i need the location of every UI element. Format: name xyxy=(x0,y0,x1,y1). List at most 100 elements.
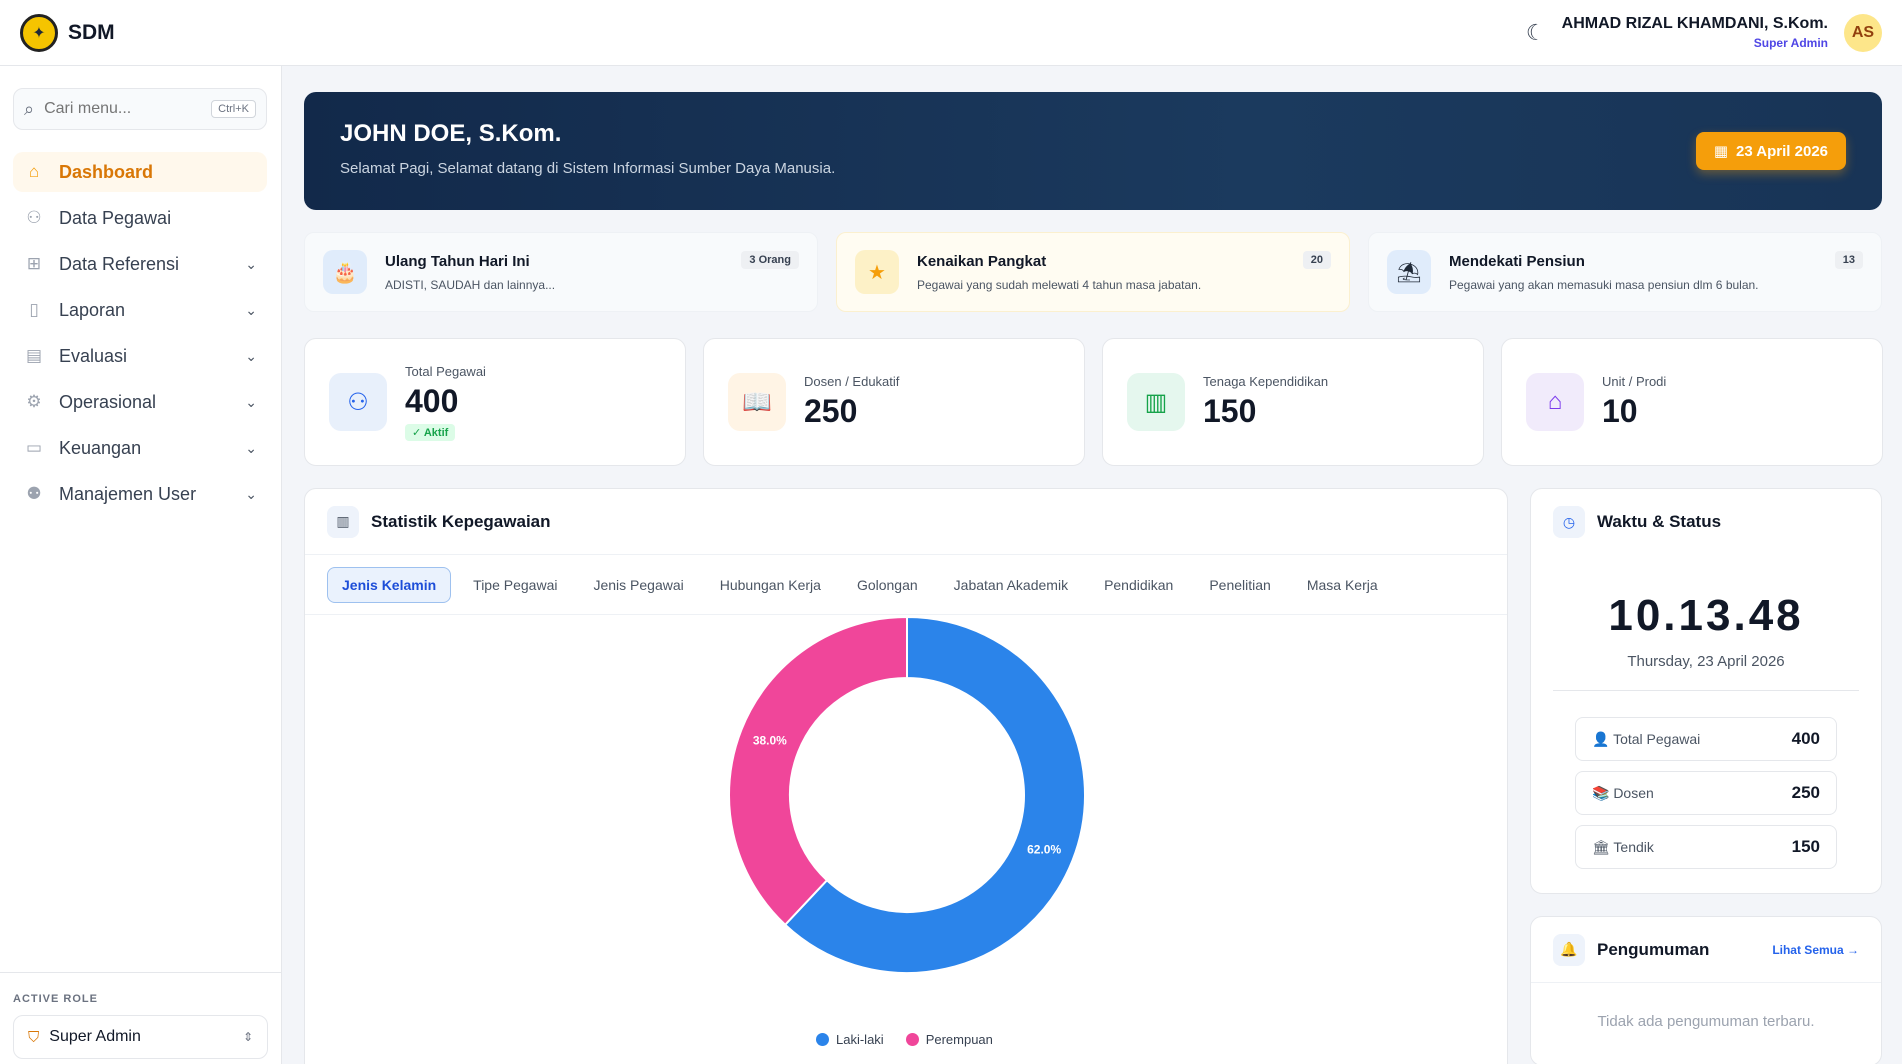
moon-icon[interactable]: ☾ xyxy=(1525,19,1546,45)
house-icon: ⌂ xyxy=(1526,373,1584,431)
legend-swatch xyxy=(816,1033,829,1046)
tab-golongan[interactable]: Golongan xyxy=(856,576,918,593)
tab-tipe-pegawai[interactable]: Tipe Pegawai xyxy=(473,576,558,593)
stat-label: Total Pegawai xyxy=(405,363,486,379)
chart-legend: Laki-laki Perempuan xyxy=(816,1032,993,1047)
shortcut-hint: Ctrl+K xyxy=(211,100,256,118)
sidebar-item-evaluasi[interactable]: ▤ Evaluasi ⌄ xyxy=(13,336,267,376)
tab-jenis-kelamin[interactable]: Jenis Kelamin xyxy=(327,566,452,603)
tab-penelitian[interactable]: Penelitian xyxy=(1209,576,1271,593)
avatar[interactable]: AS xyxy=(1844,13,1882,52)
donut-slice-laki-laki[interactable] xyxy=(783,615,1086,974)
see-all-link[interactable]: Lihat Semua → xyxy=(1772,942,1859,957)
welcome-banner: JOHN DOE, S.Kom. Selamat Pagi, Selamat d… xyxy=(304,92,1882,210)
sidebar-item-label: Data Pegawai xyxy=(59,207,172,228)
status-row-total: 👤 Total Pegawai 400 xyxy=(1575,717,1837,761)
notice-birthday[interactable]: 🎂 Ulang Tahun Hari Ini ADISTI, SAUDAH da… xyxy=(304,232,818,312)
tab-jabatan-akademik[interactable]: Jabatan Akademik xyxy=(953,576,1069,593)
star-icon: ★ xyxy=(855,250,899,294)
beach-umbrella-icon: ⛱ xyxy=(1387,250,1431,294)
slice-label: 38.0% xyxy=(753,734,787,748)
welcome-subtitle: Selamat Pagi, Selamat datang di Sistem I… xyxy=(340,160,836,177)
grid-icon: ⊞ xyxy=(26,254,42,273)
status-row-tendik: 🏛 Tendik 150 xyxy=(1575,825,1837,869)
sidebar-nav: ⌂ Dashboard ⚇ Data Pegawai ⊞ Data Refere… xyxy=(13,152,267,520)
calendar-icon: ▦ xyxy=(1713,143,1728,160)
sidebar-item-label: Data Referensi xyxy=(59,253,180,274)
panel-title: Statistik Kepegawaian xyxy=(371,511,551,531)
app-name: SDM xyxy=(68,20,115,44)
date-label: 23 April 2026 xyxy=(1736,142,1828,160)
tab-hubungan-kerja[interactable]: Hubungan Kerja xyxy=(719,576,821,593)
stat-unit-prodi[interactable]: ⌂ Unit / Prodi 10 xyxy=(1501,338,1883,466)
status-row-label: 👤 Total Pegawai xyxy=(1592,730,1701,747)
sidebar-item-operasional[interactable]: ⚙ Operasional ⌄ xyxy=(13,382,267,422)
sidebar-item-data-pegawai[interactable]: ⚇ Data Pegawai xyxy=(13,198,267,238)
stat-dosen[interactable]: 📖 Dosen / Edukatif 250 xyxy=(703,338,1085,466)
home-icon: ⌂ xyxy=(28,162,40,181)
role-select[interactable]: ⛉ Super Admin ⇕ xyxy=(13,1015,268,1059)
donut-chart: 62.0% 38.0% xyxy=(728,615,1086,974)
stat-total-pegawai[interactable]: ⚇ Total Pegawai 400 ✓ Aktif xyxy=(304,338,686,466)
chevron-down-icon: ⌄ xyxy=(245,347,257,364)
user-name: AHMAD RIZAL KHAMDANI, S.Kom. xyxy=(1561,15,1828,32)
status-row-value: 400 xyxy=(1791,729,1820,748)
stat-value: 10 xyxy=(1602,393,1638,429)
updown-icon: ⇕ xyxy=(242,1030,253,1044)
stat-value: 400 xyxy=(405,382,459,419)
cake-icon: 🎂 xyxy=(323,250,367,294)
status-row-dosen: 📚 Dosen 250 xyxy=(1575,771,1837,815)
top-bar: ✦ SDM ☾ AHMAD RIZAL KHAMDANI, S.Kom. Sup… xyxy=(0,0,1902,66)
chevron-down-icon: ⌄ xyxy=(245,255,257,272)
shield-icon: ⛉ xyxy=(28,1028,40,1046)
legend-item[interactable]: Laki-laki xyxy=(816,1032,884,1047)
stat-value: 250 xyxy=(804,393,858,429)
stat-tendik[interactable]: ▥ Tenaga Kependidikan 150 xyxy=(1102,338,1484,466)
status-row-label: 🏛 Tendik xyxy=(1592,838,1654,855)
clock-icon: ◷ xyxy=(1553,506,1585,538)
notice-retirement[interactable]: ⛱ Mendekati Pensiun Pegawai yang akan me… xyxy=(1368,232,1882,312)
notice-badge: 20 xyxy=(1302,251,1331,269)
search-box[interactable]: ⌕ Ctrl+K xyxy=(13,88,267,130)
users-icon: ⚇ xyxy=(329,373,387,431)
sidebar-item-laporan[interactable]: ▯ Laporan ⌄ xyxy=(13,290,267,330)
sidebar-item-keuangan[interactable]: ▭ Keuangan ⌄ xyxy=(13,428,267,468)
sidebar-item-dashboard[interactable]: ⌂ Dashboard xyxy=(13,152,267,192)
clock-date: Thursday, 23 April 2026 xyxy=(1553,653,1859,691)
search-icon: ⌕ xyxy=(24,98,35,119)
logo-icon: ✦ xyxy=(20,13,58,52)
search-input[interactable] xyxy=(44,100,195,118)
tab-masa-kerja[interactable]: Masa Kerja xyxy=(1306,576,1378,593)
sidebar-item-data-referensi[interactable]: ⊞ Data Referensi ⌄ xyxy=(13,244,267,284)
stat-label: Tenaga Kependidikan xyxy=(1203,374,1329,389)
chevron-down-icon: ⌄ xyxy=(245,393,257,410)
date-button[interactable]: ▦ 23 April 2026 xyxy=(1695,132,1846,170)
notice-title: Ulang Tahun Hari Ini xyxy=(385,252,530,270)
status-badge: ✓ Aktif xyxy=(405,423,456,441)
active-role-section: ACTIVE ROLE ⛉ Super Admin ⇕ xyxy=(0,972,281,1059)
empty-message: Tidak ada pengumuman terbaru. xyxy=(1597,1013,1815,1030)
sidebar-item-manajemen-user[interactable]: ⚉ Manajemen User ⌄ xyxy=(13,474,267,514)
sidebar-item-label: Laporan xyxy=(59,299,126,320)
tab-jenis-pegawai[interactable]: Jenis Pegawai xyxy=(593,576,684,593)
gear-icon: ⚙ xyxy=(26,392,42,411)
tab-pendidikan[interactable]: Pendidikan xyxy=(1104,576,1174,593)
legend-label: Perempuan xyxy=(925,1032,993,1047)
active-role-label: ACTIVE ROLE xyxy=(13,993,98,1005)
panel-title: Pengumuman xyxy=(1597,939,1710,959)
sidebar-item-label: Keuangan xyxy=(59,437,142,458)
donut-slice-perempuan[interactable] xyxy=(728,615,908,927)
chevron-down-icon: ⌄ xyxy=(245,301,257,318)
building-icon: ▥ xyxy=(1127,373,1185,431)
panel-title: Waktu & Status xyxy=(1597,512,1722,531)
notice-promotion[interactable]: ★ Kenaikan Pangkat Pegawai yang sudah me… xyxy=(836,232,1350,312)
document-icon: ▯ xyxy=(29,300,39,319)
notice-badge: 13 xyxy=(1834,251,1863,269)
sidebar-item-label: Operasional xyxy=(59,391,157,412)
clipboard-icon: ▤ xyxy=(25,346,43,365)
users-icon: ⚇ xyxy=(26,208,42,227)
time-status-panel: ◷ Waktu & Status 10.13.48 Thursday, 23 A… xyxy=(1530,488,1882,894)
bell-icon: 🔔 xyxy=(1553,933,1585,966)
user-info[interactable]: AHMAD RIZAL KHAMDANI, S.Kom. Super Admin xyxy=(1562,15,1828,50)
legend-item[interactable]: Perempuan xyxy=(905,1032,993,1047)
